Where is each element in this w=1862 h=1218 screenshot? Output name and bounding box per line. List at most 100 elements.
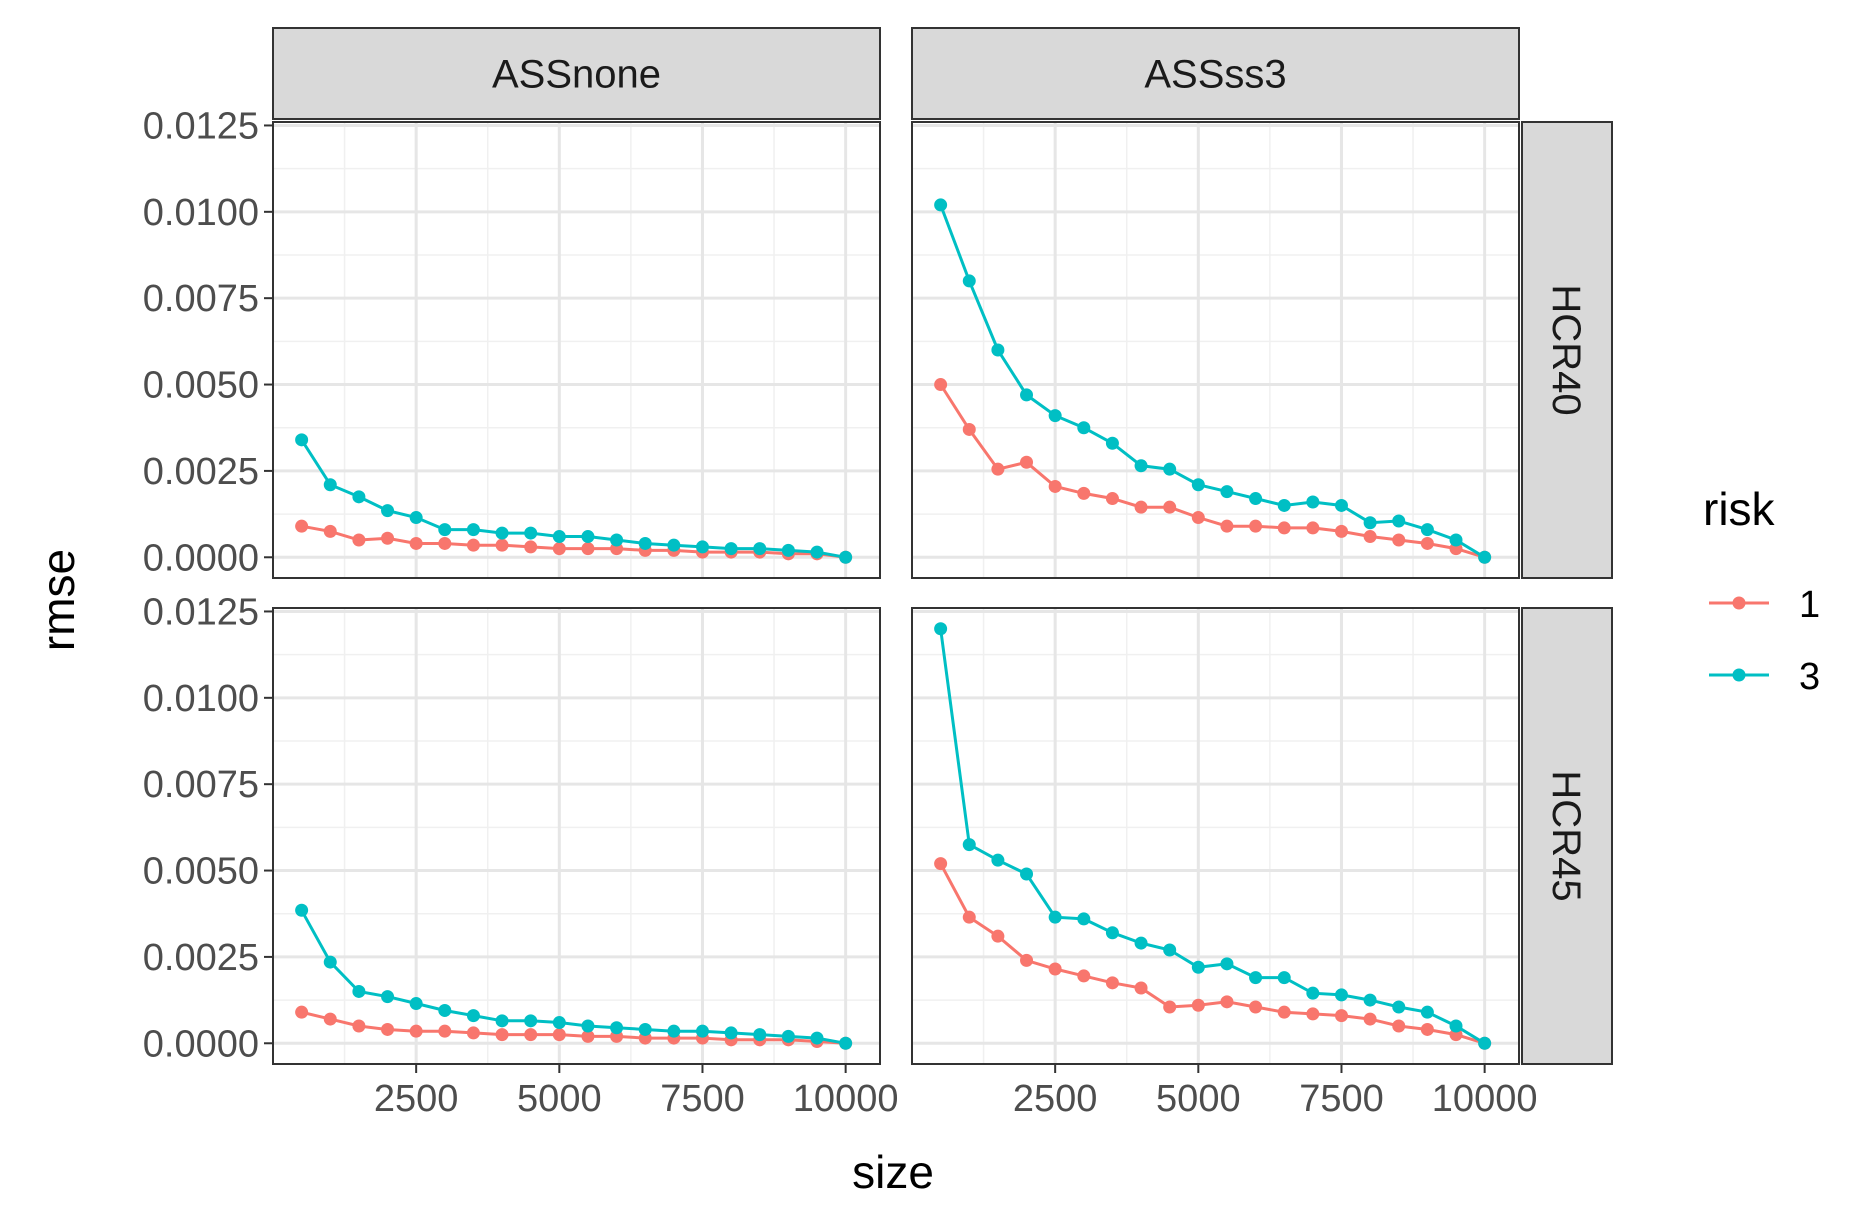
data-point-risk-3 <box>1306 986 1320 1000</box>
y-tick-label: 0.0075 <box>143 764 259 806</box>
data-point-risk-1 <box>1020 455 1034 469</box>
data-point-risk-1 <box>1363 1012 1377 1026</box>
data-point-risk-1 <box>552 1028 566 1042</box>
data-point-risk-3 <box>1306 495 1320 509</box>
data-point-risk-1 <box>991 929 1005 943</box>
data-point-risk-3 <box>610 1021 624 1035</box>
data-point-risk-1 <box>352 1019 366 1033</box>
facet-strip-HCR45 <box>1521 607 1613 1065</box>
data-point-risk-1 <box>552 542 566 556</box>
panel-background <box>273 608 880 1064</box>
data-point-risk-1 <box>1392 1019 1406 1033</box>
data-point-risk-3 <box>667 1024 681 1038</box>
panel-background <box>912 608 1519 1064</box>
data-point-risk-3 <box>667 538 681 552</box>
data-point-risk-3 <box>438 523 452 537</box>
data-point-risk-3 <box>1163 943 1177 957</box>
data-point-risk-3 <box>352 490 366 504</box>
data-point-risk-1 <box>381 1022 395 1036</box>
data-point-risk-3 <box>1478 550 1492 564</box>
data-point-risk-3 <box>381 990 395 1004</box>
panel-border <box>272 607 881 1065</box>
data-point-risk-1 <box>323 524 337 538</box>
panel-ASSnone-HCR45 <box>272 607 881 1065</box>
data-point-risk-3 <box>1134 459 1148 473</box>
data-point-risk-1 <box>495 1028 509 1042</box>
legend-key-point <box>1732 668 1746 682</box>
data-point-risk-3 <box>352 984 366 998</box>
data-point-risk-3 <box>1478 1036 1492 1050</box>
x-tick-label: 7500 <box>1299 1078 1384 1120</box>
axes: 0.0000 0.0025 0.0050 0.0075 0.0100 0.0125 0.00… <box>143 105 1538 1120</box>
y-tick-label: 0.0050 <box>143 851 259 893</box>
data-point-risk-3 <box>638 536 652 550</box>
data-point-risk-3 <box>695 540 709 554</box>
legend-item-1: 1 <box>1709 584 1820 626</box>
panel-ASSss3-HCR40 <box>911 121 1520 579</box>
data-point-risk-3 <box>724 1026 738 1040</box>
data-point-risk-3 <box>781 1029 795 1043</box>
y-tick-label: 0.0000 <box>143 537 259 579</box>
facet-label-ASSss3: ASSss3 <box>1144 53 1286 97</box>
data-point-risk-1 <box>1048 479 1062 493</box>
data-point-risk-3 <box>1392 1000 1406 1014</box>
data-point-risk-1 <box>1134 500 1148 514</box>
data-point-risk-1 <box>1334 524 1348 538</box>
data-point-risk-3 <box>323 478 337 492</box>
y-tick-label: 0.0100 <box>143 192 259 234</box>
facet-strip-ASSnone <box>272 27 881 120</box>
data-point-risk-1 <box>1191 998 1205 1012</box>
legend-item-3: 3 <box>1709 656 1820 698</box>
data-point-risk-1 <box>1020 953 1034 967</box>
data-point-risk-3 <box>1048 910 1062 924</box>
y-tick-label: 0.0025 <box>143 937 259 979</box>
data-point-risk-1 <box>962 910 976 924</box>
panel-ASSss3-HCR45 <box>911 607 1520 1065</box>
x-axis-title: size <box>852 1146 934 1198</box>
data-point-risk-1 <box>1306 521 1320 535</box>
data-point-risk-1 <box>581 1029 595 1043</box>
data-point-risk-1 <box>409 1024 423 1038</box>
data-point-risk-3 <box>581 1019 595 1033</box>
data-point-risk-1 <box>1420 536 1434 550</box>
data-point-risk-3 <box>1077 912 1091 926</box>
data-point-risk-1 <box>1163 1000 1177 1014</box>
data-point-risk-3 <box>1277 498 1291 512</box>
data-point-risk-1 <box>1363 530 1377 544</box>
data-point-risk-1 <box>1220 995 1234 1009</box>
data-point-risk-3 <box>1249 492 1263 506</box>
x-tick-label: 5000 <box>517 1078 602 1120</box>
legend-title: risk <box>1703 483 1776 535</box>
data-point-risk-3 <box>1249 971 1263 985</box>
y-tick-label: 0.0125 <box>143 105 259 147</box>
data-point-risk-1 <box>581 542 595 556</box>
data-point-risk-3 <box>810 545 824 559</box>
data-point-risk-3 <box>781 543 795 557</box>
data-point-risk-3 <box>1191 478 1205 492</box>
x-tick-label: 7500 <box>660 1078 745 1120</box>
data-point-risk-3 <box>581 530 595 544</box>
data-point-risk-3 <box>1392 514 1406 528</box>
data-point-risk-1 <box>1163 500 1177 514</box>
data-point-risk-3 <box>381 504 395 518</box>
data-point-risk-1 <box>524 540 538 554</box>
y-tick-label: 0.0000 <box>143 1023 259 1065</box>
data-point-risk-3 <box>1334 498 1348 512</box>
data-point-risk-3 <box>495 526 509 540</box>
plot-panels: ASSnone ASSss3 HCR40 HCR45 <box>272 27 1613 1065</box>
facet-label-ASSnone: ASSnone <box>492 53 661 97</box>
data-point-risk-1 <box>1277 1005 1291 1019</box>
data-point-risk-1 <box>1077 969 1091 983</box>
data-point-risk-3 <box>1220 957 1234 971</box>
legend: risk 1 3 <box>1703 483 1820 698</box>
panel-ASSnone-HCR40 <box>272 121 881 579</box>
data-point-risk-3 <box>438 1003 452 1017</box>
data-point-risk-3 <box>962 274 976 288</box>
data-point-risk-1 <box>1220 519 1234 533</box>
legend-label: 3 <box>1799 656 1820 698</box>
data-point-risk-1 <box>524 1028 538 1042</box>
data-point-risk-1 <box>1191 511 1205 525</box>
x-tick-label: 5000 <box>1156 1078 1241 1120</box>
data-point-risk-1 <box>962 422 976 436</box>
data-point-risk-1 <box>1048 962 1062 976</box>
